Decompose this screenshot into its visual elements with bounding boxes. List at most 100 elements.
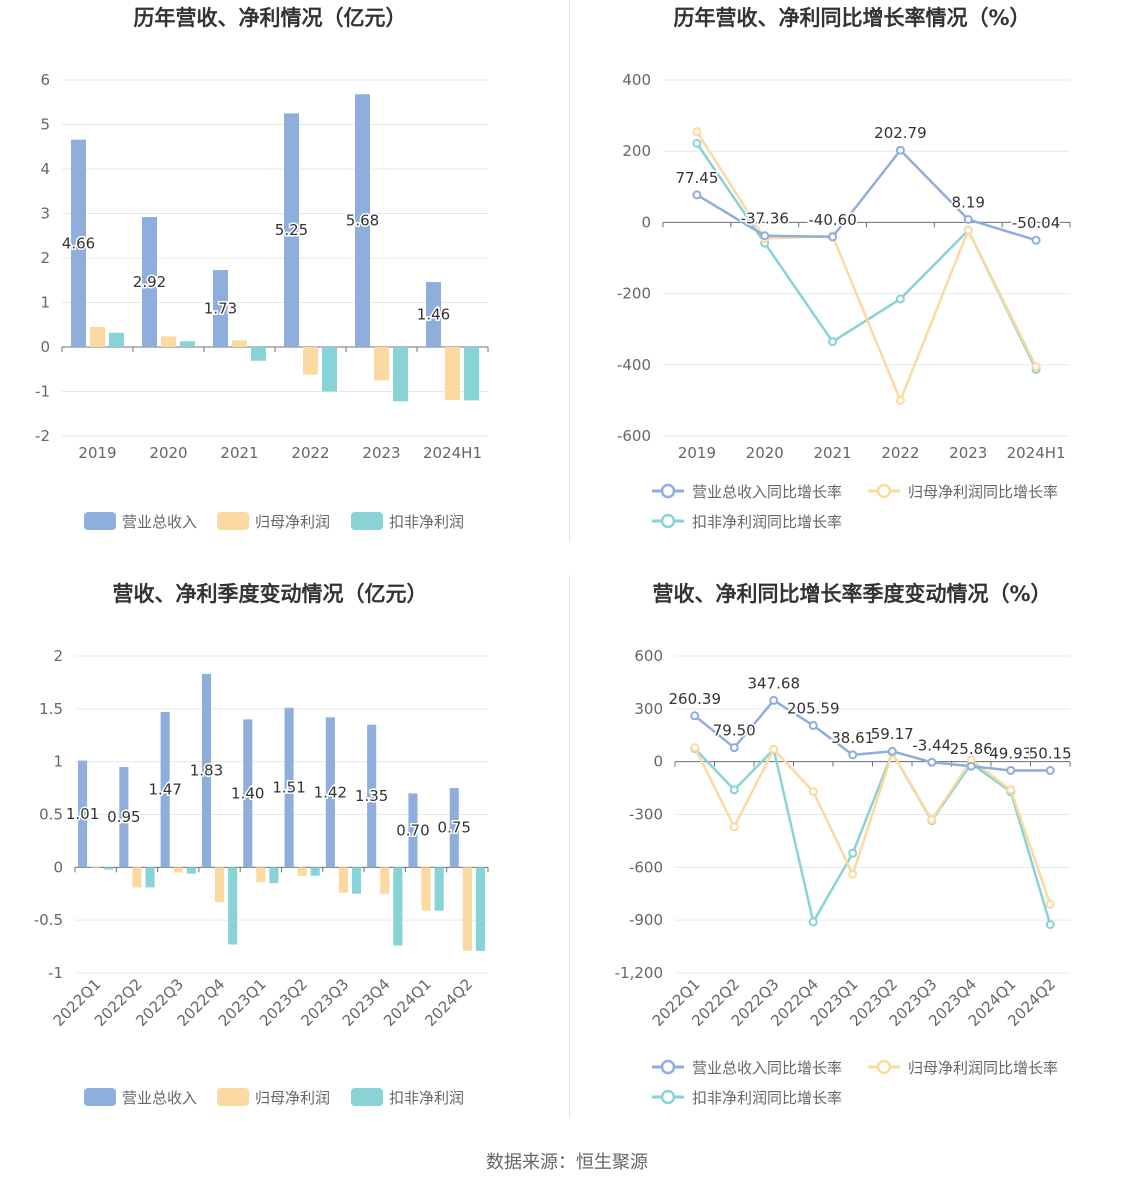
series-point-1 [828, 232, 838, 242]
bar-1 [160, 712, 170, 868]
data-label: -40.60 [808, 211, 856, 229]
data-label: 2.92 [133, 273, 166, 291]
legend-label: 归母净利润 [255, 513, 330, 531]
series-point-2 [808, 787, 818, 797]
series-point-2 [1006, 785, 1016, 795]
legend-label: 扣非净利润 [389, 1089, 464, 1107]
x-tick-label: 2021 [220, 444, 258, 462]
series-point-2 [690, 743, 700, 753]
x-tick-label: 2019 [678, 444, 716, 462]
y-tick-label: -900 [629, 911, 663, 929]
legend-marker [876, 1059, 892, 1075]
series-point-1 [729, 743, 739, 753]
vertical-divider-top [569, 0, 570, 542]
data-label: 205.59 [787, 699, 840, 717]
y-tick-label: 2 [53, 647, 63, 665]
legend-label: 营业总收入同比增长率 [692, 1059, 842, 1077]
bar-2 [462, 867, 472, 951]
chart-title: 营收、净利同比增长率季度变动情况（%） [652, 582, 1051, 606]
bar-3 [251, 347, 266, 361]
bar-2 [421, 867, 431, 911]
y-tick-label: 600 [634, 647, 663, 665]
chart-title: 营收、净利季度变动情况（亿元） [113, 582, 428, 606]
source-note: 数据来源：恒生聚源 [486, 1152, 648, 1173]
legend-swatch [351, 1088, 383, 1106]
x-tick-label: 2024H1 [1007, 444, 1066, 462]
y-tick-label: 1 [40, 294, 50, 312]
series-point-3 [808, 917, 818, 927]
y-tick-label: -200 [617, 285, 651, 303]
bar-2 [90, 326, 105, 347]
bar-2 [256, 867, 266, 883]
series-point-3 [729, 785, 739, 795]
legend-swatch [217, 512, 249, 530]
legend-label: 营业总收入 [122, 513, 197, 531]
y-tick-label: -1 [48, 964, 63, 982]
series-line-2 [693, 747, 1052, 905]
bar-1 [367, 724, 377, 868]
data-label: 0.75 [438, 819, 471, 837]
series-point-1 [760, 231, 770, 241]
x-tick-label: 2023 [362, 444, 400, 462]
legend-label: 扣非净利润同比增长率 [692, 513, 842, 531]
chart-1: 历年营收、净利情况（亿元） -2 -1 0 1 2 3 4 5 6 2019 2020 2021 2022… [35, 6, 489, 531]
bar-1 [78, 760, 88, 868]
bar-2 [173, 867, 183, 873]
legend-swatch [84, 1088, 116, 1106]
legend-label: 扣非净利润 [389, 513, 464, 531]
y-tick-label: 200 [622, 142, 651, 160]
series-point-2 [848, 869, 858, 879]
legend-label: 营业总收入同比增长率 [692, 483, 842, 501]
bar-2 [132, 867, 142, 888]
series-point-1 [848, 750, 858, 760]
y-tick-label: 0.5 [39, 806, 63, 824]
series-point-2 [1045, 899, 1055, 909]
data-label: 5.25 [275, 221, 308, 239]
series-point-2 [769, 744, 779, 754]
series-line-1 [696, 148, 1037, 242]
series-point-1 [966, 761, 976, 771]
bar-2 [374, 347, 389, 381]
y-tick-label: -600 [629, 858, 663, 876]
bar-3 [109, 332, 124, 347]
data-label: 1.35 [355, 787, 388, 805]
legend-marker [660, 1089, 676, 1105]
bar-3 [269, 867, 279, 884]
series-point-1 [895, 145, 905, 155]
data-label: 79.50 [713, 722, 756, 740]
data-label: 0.95 [107, 808, 140, 826]
series-point-1 [887, 746, 897, 756]
data-label: 5.68 [346, 212, 379, 230]
y-tick-label: 6 [40, 71, 50, 89]
data-label: 1.46 [417, 306, 450, 324]
bar-2 [297, 867, 307, 876]
legend-label: 营业总收入 [122, 1089, 197, 1107]
y-tick-label: 1 [53, 753, 63, 771]
chart-title: 历年营收、净利同比增长率情况（%） [673, 6, 1030, 30]
data-label: 1.42 [314, 783, 347, 801]
series-point-3 [1045, 920, 1055, 930]
bar-2 [232, 340, 247, 347]
y-tick-label: -400 [617, 356, 651, 374]
data-label: 38.61 [831, 729, 874, 747]
bar-2 [303, 347, 318, 375]
data-label: 0.70 [396, 821, 429, 839]
bar-3 [186, 867, 196, 874]
data-label: 1.40 [231, 784, 264, 802]
y-tick-label: -2 [35, 427, 50, 445]
legend-label: 扣非净利润同比增长率 [692, 1089, 842, 1107]
data-label: -3.44 [912, 736, 951, 754]
bar-3 [475, 867, 485, 951]
data-label: 202.79 [874, 124, 927, 142]
data-label: 1.47 [148, 781, 181, 799]
series-point-1 [1006, 765, 1016, 775]
legend-label: 归母净利润同比增长率 [908, 1059, 1058, 1077]
series-point-2 [1031, 362, 1041, 372]
legend-label: 归母净利润同比增长率 [908, 483, 1058, 501]
y-tick-label: 1.5 [39, 700, 63, 718]
x-tick-label: 2021 [813, 444, 851, 462]
series-point-1 [927, 757, 937, 767]
bar-1 [284, 113, 299, 347]
y-tick-label: 0 [653, 753, 663, 771]
series-point-2 [729, 822, 739, 832]
